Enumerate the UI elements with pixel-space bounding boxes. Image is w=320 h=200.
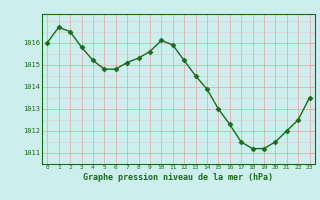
X-axis label: Graphe pression niveau de la mer (hPa): Graphe pression niveau de la mer (hPa) <box>84 173 273 182</box>
